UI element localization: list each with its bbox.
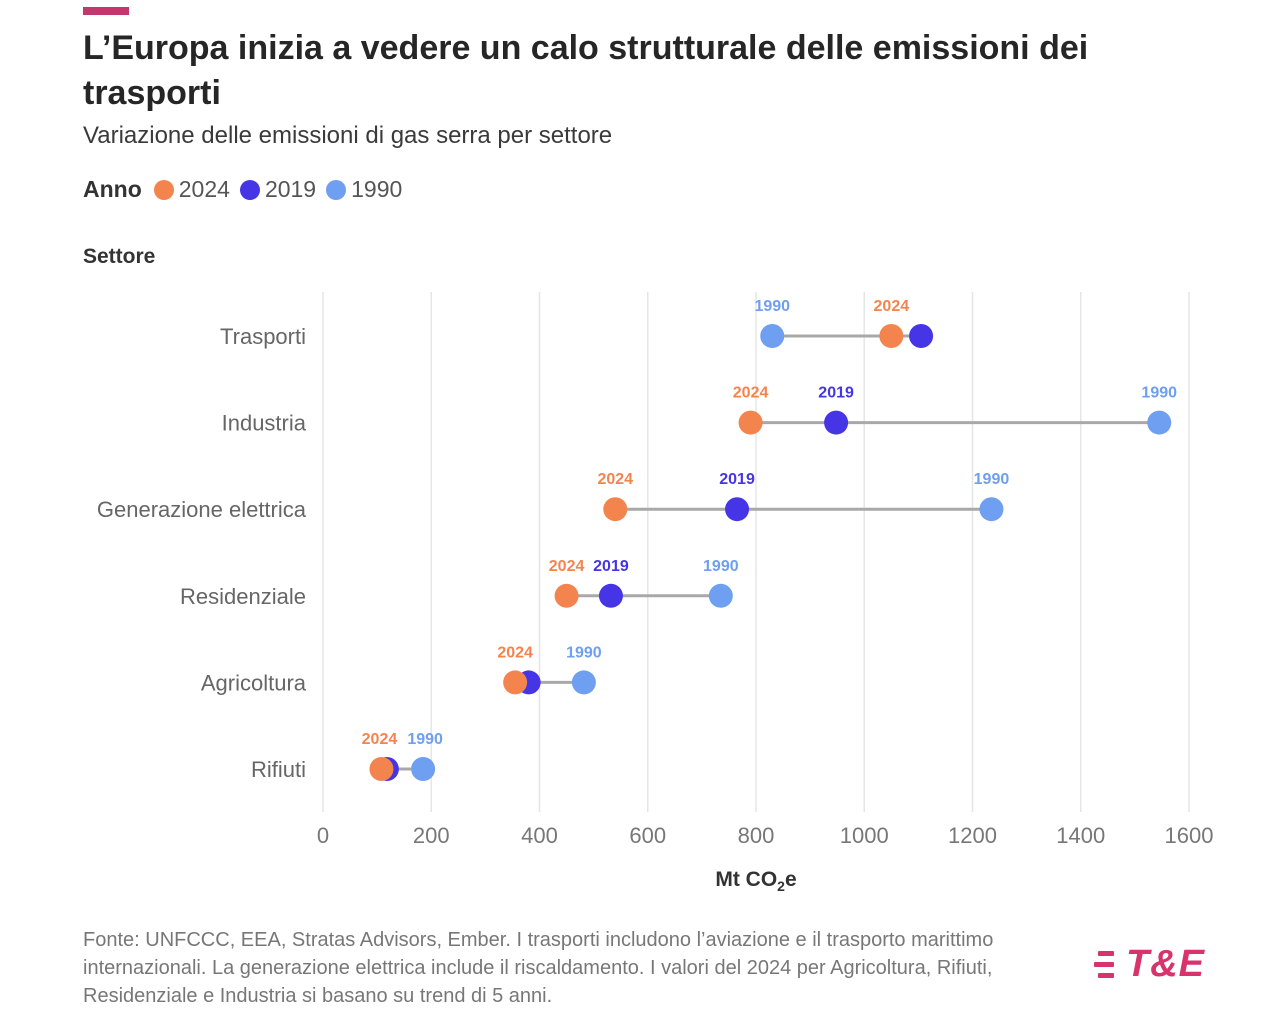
- point-label-2024: 2024: [549, 558, 585, 575]
- x-axis-title-main: Mt CO: [715, 868, 777, 891]
- point-2019: [725, 497, 750, 522]
- point-2019: [598, 583, 623, 608]
- legend: Anno 2024 2019 1990: [83, 176, 412, 203]
- y-axis-title: Settore: [83, 245, 156, 268]
- point-label-2024: 2024: [733, 385, 769, 402]
- x-tick-label: 1600: [1165, 823, 1214, 848]
- point-label-2024: 2024: [874, 298, 910, 315]
- te-logo-mark-icon: [1094, 950, 1114, 978]
- x-tick-layer: 0 200 400 600 800 1000 1200 1400 1600: [317, 823, 1214, 848]
- category-label: Generazione elettrica: [97, 497, 307, 522]
- source-note: Fonte: UNFCCC, EEA, Stratas Advisors, Em…: [83, 929, 994, 1007]
- legend-label-2019: 2019: [264, 176, 317, 202]
- x-axis-title: Mt CO2e: [715, 868, 796, 894]
- point-1990: [760, 324, 785, 348]
- accent-bar: [83, 7, 129, 15]
- point-label-1990: 1990: [754, 298, 790, 315]
- point-1990: [1147, 410, 1172, 435]
- category-row: Generazione elettrica 2024 2019 1990: [97, 471, 1009, 522]
- x-tick-label: 1000: [840, 823, 889, 848]
- point-label-2019: 2019: [593, 558, 629, 575]
- category-row: Agricoltura 2024 1990: [201, 644, 602, 695]
- x-tick-label: 1400: [1056, 823, 1105, 848]
- category-label: Industria: [222, 411, 307, 436]
- x-tick-label: 200: [413, 823, 450, 848]
- point-label-2019: 2019: [818, 385, 854, 402]
- x-tick-label: 800: [738, 823, 775, 848]
- point-label-2024: 2024: [597, 471, 633, 488]
- category-row: Trasporti 1990 2024: [220, 298, 934, 349]
- page-title: L’Europa inizia a vedere un calo struttu…: [83, 29, 1089, 112]
- page-subtitle: Variazione delle emissioni di gas serra …: [83, 122, 613, 149]
- point-label-1990: 1990: [1141, 385, 1177, 402]
- legend-title: Anno: [83, 176, 142, 202]
- legend-label-1990: 1990: [351, 176, 403, 202]
- category-label: Rifiuti: [251, 757, 306, 782]
- legend-item-2019: 2019: [239, 176, 317, 203]
- legend-label-2024: 2024: [178, 176, 230, 202]
- category-label: Agricoltura: [201, 670, 307, 695]
- point-1990: [979, 497, 1004, 522]
- point-1990: [708, 583, 733, 608]
- legend-item-2024: 2024: [153, 176, 230, 203]
- x-tick-label: 1200: [948, 823, 997, 848]
- point-label-2019: 2019: [719, 471, 755, 488]
- point-label-1990: 1990: [407, 731, 443, 748]
- x-tick-label: 400: [521, 823, 558, 848]
- grid-layer: [322, 292, 1190, 812]
- point-label-2024: 2024: [497, 644, 533, 661]
- x-axis-title-tail: e: [785, 868, 797, 891]
- legend-dot-2024: [153, 179, 174, 200]
- point-2019: [824, 410, 849, 435]
- category-row: Residenziale 2024 2019 1990: [180, 558, 739, 609]
- point-label-1990: 1990: [703, 558, 739, 575]
- category-label: Trasporti: [220, 324, 306, 349]
- x-tick-label: 600: [629, 823, 666, 848]
- point-1990: [571, 670, 596, 695]
- point-label-1990: 1990: [566, 644, 602, 661]
- point-1990: [411, 757, 436, 781]
- category-row: Industria 2024 2019 1990: [222, 385, 1178, 436]
- category-label: Residenziale: [180, 584, 306, 609]
- legend-dot-2019: [239, 179, 260, 200]
- x-axis-title-sub: 2: [777, 878, 785, 894]
- point-2024: [369, 757, 394, 781]
- point-2024: [738, 410, 763, 435]
- x-tick-label: 0: [317, 823, 329, 848]
- point-2024: [503, 670, 528, 695]
- legend-dot-1990: [326, 179, 347, 200]
- point-2024: [554, 583, 579, 608]
- legend-item-1990: 1990: [326, 176, 402, 203]
- point-label-2024: 2024: [362, 731, 398, 748]
- point-2024: [879, 324, 904, 348]
- point-2019: [909, 324, 934, 348]
- te-logo: T&E: [1094, 943, 1205, 986]
- category-row: Rifiuti 2024 1990: [251, 731, 443, 782]
- point-label-1990: 1990: [974, 471, 1010, 488]
- te-logo-text: T&E: [1126, 943, 1205, 985]
- dumbbell-chart: 0 200 400 600 800 1000 1200 1400 1600 Trasporti 1…: [97, 292, 1214, 894]
- point-2024: [603, 497, 628, 522]
